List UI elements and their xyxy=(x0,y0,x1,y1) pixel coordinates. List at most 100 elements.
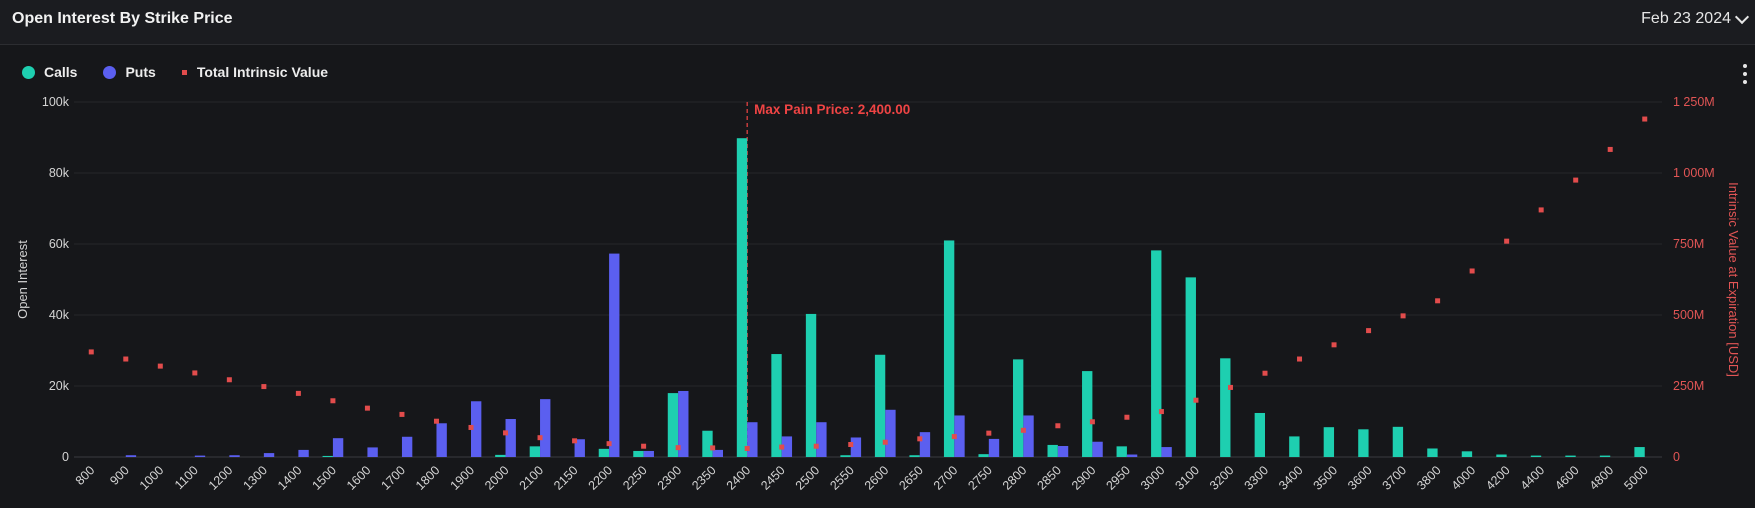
intrinsic-value-point xyxy=(1158,409,1164,415)
calls-bar xyxy=(1565,455,1576,457)
intrinsic-value-point xyxy=(330,398,336,404)
legend-item-calls[interactable]: Calls xyxy=(22,64,77,80)
x-tick-label: 2600 xyxy=(862,463,892,493)
legend-item-intrinsic-value[interactable]: Total Intrinsic Value xyxy=(181,64,328,80)
calls-bar xyxy=(943,240,955,457)
chart-legend: Calls Puts Total Intrinsic Value xyxy=(22,64,354,80)
intrinsic-value-point xyxy=(157,363,163,369)
x-tick-label: 4600 xyxy=(1552,463,1582,493)
x-tick-label: 3000 xyxy=(1138,463,1168,493)
x-tick-label: 2350 xyxy=(689,463,719,493)
intrinsic-value-point xyxy=(1400,313,1406,319)
x-tick-label: 3300 xyxy=(1242,463,1272,493)
intrinsic-value-point xyxy=(537,435,543,441)
puts-bar xyxy=(643,450,654,457)
intrinsic-value-point xyxy=(848,442,854,448)
y2-tick-label: 250M xyxy=(1673,379,1704,393)
y-tick-label: 40k xyxy=(49,308,70,322)
calls-bar xyxy=(840,455,851,457)
expiry-date-select[interactable]: Feb 23 2024 xyxy=(1641,9,1750,28)
x-tick-label: 3200 xyxy=(1207,463,1237,493)
y2-tick-label: 500M xyxy=(1673,308,1704,322)
puts-bar xyxy=(988,438,1000,457)
x-tick-label: 2450 xyxy=(758,463,788,493)
intrinsic-value-point xyxy=(1469,268,1475,274)
calls-bar xyxy=(1461,451,1473,457)
x-tick-label: 1300 xyxy=(240,463,270,493)
calls-bar xyxy=(1496,454,1507,457)
kebab-menu-icon[interactable] xyxy=(1743,64,1749,84)
intrinsic-value-point xyxy=(710,445,716,451)
intrinsic-value-point xyxy=(917,436,923,442)
puts-bar xyxy=(885,409,896,457)
intrinsic-value-swatch xyxy=(181,69,187,75)
puts-bar xyxy=(954,415,965,457)
puts-bar xyxy=(609,253,620,457)
x-tick-label: 2200 xyxy=(586,463,616,493)
intrinsic-value-point xyxy=(951,434,957,440)
intrinsic-value-point xyxy=(261,384,267,390)
x-tick-label: 3100 xyxy=(1173,463,1203,493)
puts-bar xyxy=(1023,415,1034,457)
calls-bar xyxy=(1358,429,1369,457)
x-tick-label: 3500 xyxy=(1311,463,1341,493)
puts-bar xyxy=(436,423,447,457)
intrinsic-value-point xyxy=(1089,419,1095,425)
calls-bar xyxy=(1392,426,1404,457)
puts-bar xyxy=(1057,445,1069,457)
x-tick-label: 2150 xyxy=(551,463,581,493)
puts-bar xyxy=(298,449,309,457)
intrinsic-value-point xyxy=(1193,397,1199,403)
puts-bar xyxy=(678,390,689,457)
x-tick-label: 2100 xyxy=(517,463,547,493)
calls-bar xyxy=(1012,359,1024,457)
intrinsic-value-point xyxy=(813,443,819,449)
x-tick-label: 2650 xyxy=(896,463,926,493)
x-tick-label: 1400 xyxy=(275,463,305,493)
x-tick-label: 2300 xyxy=(655,463,685,493)
x-tick-label: 2500 xyxy=(793,463,823,493)
calls-bar xyxy=(909,455,920,457)
puts-bar xyxy=(263,453,275,457)
calls-bar xyxy=(702,430,713,457)
expiry-date-value: Feb 23 2024 xyxy=(1641,10,1731,27)
y2-axis-label: Intrinsic Value at Expiration [USD] xyxy=(1726,182,1741,377)
intrinsic-value-point xyxy=(675,445,681,451)
puts-bar xyxy=(540,399,551,457)
x-tick-label: 4400 xyxy=(1518,463,1548,493)
legend-label-puts: Puts xyxy=(125,64,156,80)
x-tick-label: 3400 xyxy=(1276,463,1306,493)
intrinsic-value-point xyxy=(1262,370,1268,376)
puts-bar xyxy=(367,447,378,457)
puts-swatch xyxy=(103,65,117,79)
calls-bar xyxy=(633,450,644,457)
y2-tick-label: 750M xyxy=(1673,237,1704,251)
x-tick-label: 900 xyxy=(107,463,132,488)
x-tick-label: 2000 xyxy=(482,463,512,493)
intrinsic-value-point xyxy=(399,411,405,417)
y-tick-label: 100k xyxy=(42,95,70,109)
puts-bar xyxy=(194,455,206,457)
intrinsic-value-point xyxy=(295,390,301,396)
puts-bar xyxy=(1161,447,1172,457)
intrinsic-value-point xyxy=(1227,384,1233,390)
calls-swatch xyxy=(22,65,35,79)
intrinsic-value-point xyxy=(1538,207,1544,213)
y-tick-label: 0 xyxy=(62,450,69,464)
legend-label-calls: Calls xyxy=(44,64,78,80)
max-pain-label: Max Pain Price: 2,400.00 xyxy=(754,102,910,117)
x-tick-label: 4000 xyxy=(1449,463,1479,493)
x-tick-label: 1800 xyxy=(413,463,443,493)
calls-bar xyxy=(805,313,817,457)
y2-tick-label: 1 000M xyxy=(1673,166,1715,180)
calls-bar xyxy=(1634,447,1645,457)
x-tick-label: 2550 xyxy=(827,463,857,493)
calls-bar xyxy=(1289,436,1300,457)
x-tick-label: 2700 xyxy=(931,463,961,493)
y-tick-label: 80k xyxy=(49,166,70,180)
intrinsic-value-point xyxy=(1642,116,1648,122)
intrinsic-value-point xyxy=(1331,342,1337,348)
legend-item-puts[interactable]: Puts xyxy=(103,64,156,80)
